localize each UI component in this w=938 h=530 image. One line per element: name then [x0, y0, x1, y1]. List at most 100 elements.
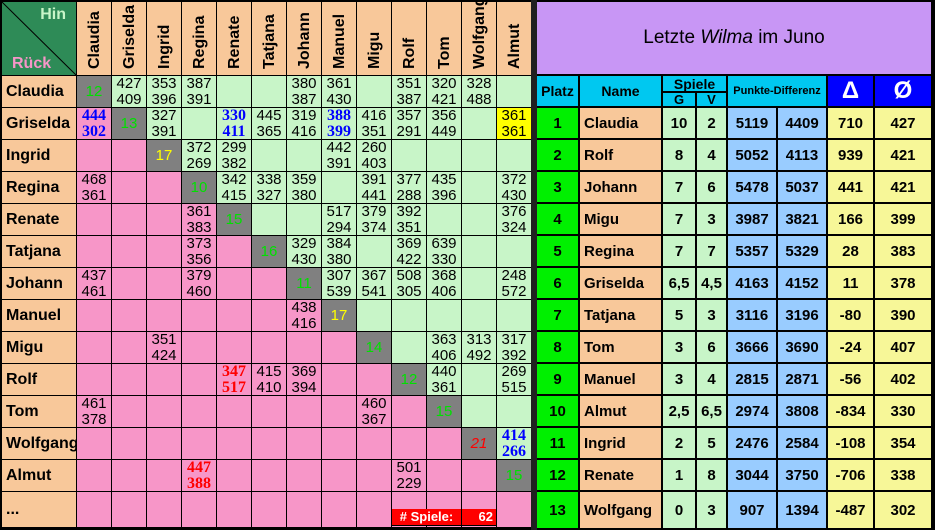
title-text: im Juno [752, 27, 825, 48]
score-cell [462, 108, 497, 140]
score-cell [252, 332, 287, 364]
score-rueck: 539 [326, 282, 352, 300]
score-hin: 435 [431, 170, 457, 188]
score-hin: 392 [396, 202, 422, 220]
average: 378 [875, 268, 933, 300]
score-cell [392, 428, 427, 460]
column-header-label: Ingrid [156, 24, 173, 69]
score-cell [462, 460, 497, 492]
header-g: G [663, 92, 697, 108]
row-header: Griselda [2, 108, 77, 140]
score-hin: 361 [501, 106, 527, 124]
rank: 9 [537, 364, 580, 396]
point-difference: -706 [828, 460, 875, 492]
score-cell [462, 172, 497, 204]
games-lost: 5 [697, 428, 728, 460]
score-cell [357, 76, 392, 108]
score-cell: 379 460 [182, 267, 217, 300]
row-header: Ingrid [2, 140, 77, 172]
rank: 10 [537, 396, 580, 428]
empty-cell [357, 492, 392, 528]
column-header: Wolfgang [462, 0, 497, 76]
score-cell [287, 204, 322, 236]
score-cell [182, 364, 217, 396]
score-cell: 388 399 [322, 107, 357, 140]
score-rueck: 391 [186, 90, 212, 108]
games-won: 1 [663, 460, 697, 492]
score-cell: 307 539 [322, 267, 357, 300]
score-cell: 361 361 [497, 106, 532, 140]
average: 421 [875, 140, 933, 172]
games-won: 5 [663, 300, 697, 332]
score-hin: 442 [326, 138, 352, 156]
games-count: 21 [470, 434, 488, 452]
score-cell [252, 140, 287, 172]
score-cell [112, 172, 147, 204]
score-hin: 328 [466, 74, 492, 92]
score-cell [357, 364, 392, 396]
score-hin: 260 [361, 138, 387, 156]
score-cell [77, 332, 112, 364]
score-rueck: 266 [502, 442, 526, 460]
score-hin: 372 [501, 170, 527, 188]
score-rueck: 541 [361, 282, 387, 300]
score-cell: 367 541 [357, 267, 392, 300]
points-for: 3666 [728, 332, 778, 364]
point-difference: -834 [828, 396, 875, 428]
separator [531, 0, 537, 530]
score-cell: 361 383 [182, 203, 217, 236]
score-hin: 369 [291, 362, 317, 380]
score-cell: 351 424 [147, 331, 182, 364]
score-hin: 361 [326, 74, 352, 92]
score-cell: 269 515 [497, 363, 532, 396]
games-count: 10 [190, 178, 208, 196]
score-cell [182, 396, 217, 428]
points-against: 5329 [778, 236, 828, 268]
score-rueck: 365 [256, 122, 282, 140]
score-cell: 438 416 [287, 299, 322, 332]
games-won: 2 [663, 428, 697, 460]
score-rueck: 488 [466, 90, 492, 108]
title-emphasis: Wilma [700, 27, 753, 48]
score-rueck: 517 [222, 378, 246, 396]
rank: 8 [537, 332, 580, 364]
score-hin: 444 [82, 106, 106, 124]
score-cell [112, 140, 147, 172]
title-text: Letzte [643, 27, 701, 48]
player-name: Claudia [580, 108, 663, 140]
score-cell: 508 305 [392, 267, 427, 300]
score-cell [497, 236, 532, 268]
score-cell [287, 460, 322, 492]
score-cell [182, 300, 217, 332]
games-won: 2,5 [663, 396, 697, 428]
points-against: 3808 [778, 396, 828, 428]
corner-rueck-label: Rück [12, 55, 52, 72]
points-for: 2815 [728, 364, 778, 396]
score-rueck: 351 [361, 122, 387, 140]
player-name: Johann [580, 172, 663, 204]
rank: 6 [537, 268, 580, 300]
diagonal-cell: 14 [357, 332, 392, 364]
point-difference: -108 [828, 428, 875, 460]
score-hin: 376 [501, 202, 527, 220]
point-difference: 710 [828, 108, 875, 140]
score-cell [497, 300, 532, 332]
row-header: Manuel [2, 300, 77, 332]
column-header: Tom [427, 2, 462, 76]
header-name: Name [580, 76, 663, 108]
score-cell [112, 364, 147, 396]
score-hin: 379 [361, 202, 387, 220]
score-rueck: 424 [151, 346, 177, 364]
score-cell [462, 140, 497, 172]
score-cell: 380 387 [287, 75, 322, 108]
score-cell: 501 229 [392, 459, 427, 492]
score-cell [77, 236, 112, 268]
score-hin: 330 [222, 106, 246, 124]
score-hin: 299 [221, 138, 247, 156]
points-against: 3196 [778, 300, 828, 332]
points-for: 5478 [728, 172, 778, 204]
score-cell [357, 236, 392, 268]
score-hin: 445 [256, 106, 282, 124]
column-header: Griselda [112, 2, 147, 76]
average: 399 [875, 204, 933, 236]
